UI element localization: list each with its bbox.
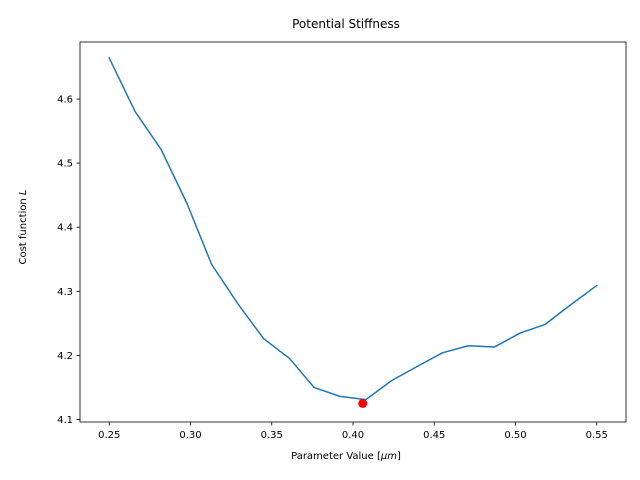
x-tick-label: 0.25 [98, 430, 120, 441]
y-tick-label: 4.2 [57, 351, 73, 362]
x-tick-label: 0.55 [586, 430, 608, 441]
y-axis-label: Cost function L [18, 189, 29, 264]
series-line-0 [108, 57, 598, 401]
x-axis-label: Parameter Value [μm] [291, 451, 401, 462]
minimum-marker [358, 398, 368, 408]
y-tick-label: 4.4 [57, 223, 73, 234]
x-tick-label: 0.50 [504, 430, 526, 441]
y-tick-label: 4.6 [57, 95, 73, 106]
y-axis-label-symbol: L [18, 189, 29, 195]
plot-area: 0.25 0.30 0.35 0.40 0.45 0.50 0.55 4.1 4.2 4.3 4.4… [57, 41, 627, 441]
plot-frame [79, 41, 627, 423]
x-tick-label: 0.30 [179, 430, 201, 441]
x-tick-label: 0.45 [423, 430, 445, 441]
y-tick-label: 4.5 [57, 159, 73, 170]
chart-title: Potential Stiffness [292, 17, 400, 31]
y-tick-label: 4.3 [57, 287, 73, 298]
y-axis-label-text: Cost function [18, 195, 29, 264]
y-tick-label: 4.1 [57, 415, 73, 426]
x-axis-label-text: Parameter Value [ [291, 451, 381, 462]
x-tick-label: 0.35 [261, 430, 283, 441]
x-tick-label: 0.40 [342, 430, 364, 441]
x-axis-label-unit: μm [380, 451, 397, 462]
x-axis-label-bracket: ] [397, 451, 401, 462]
